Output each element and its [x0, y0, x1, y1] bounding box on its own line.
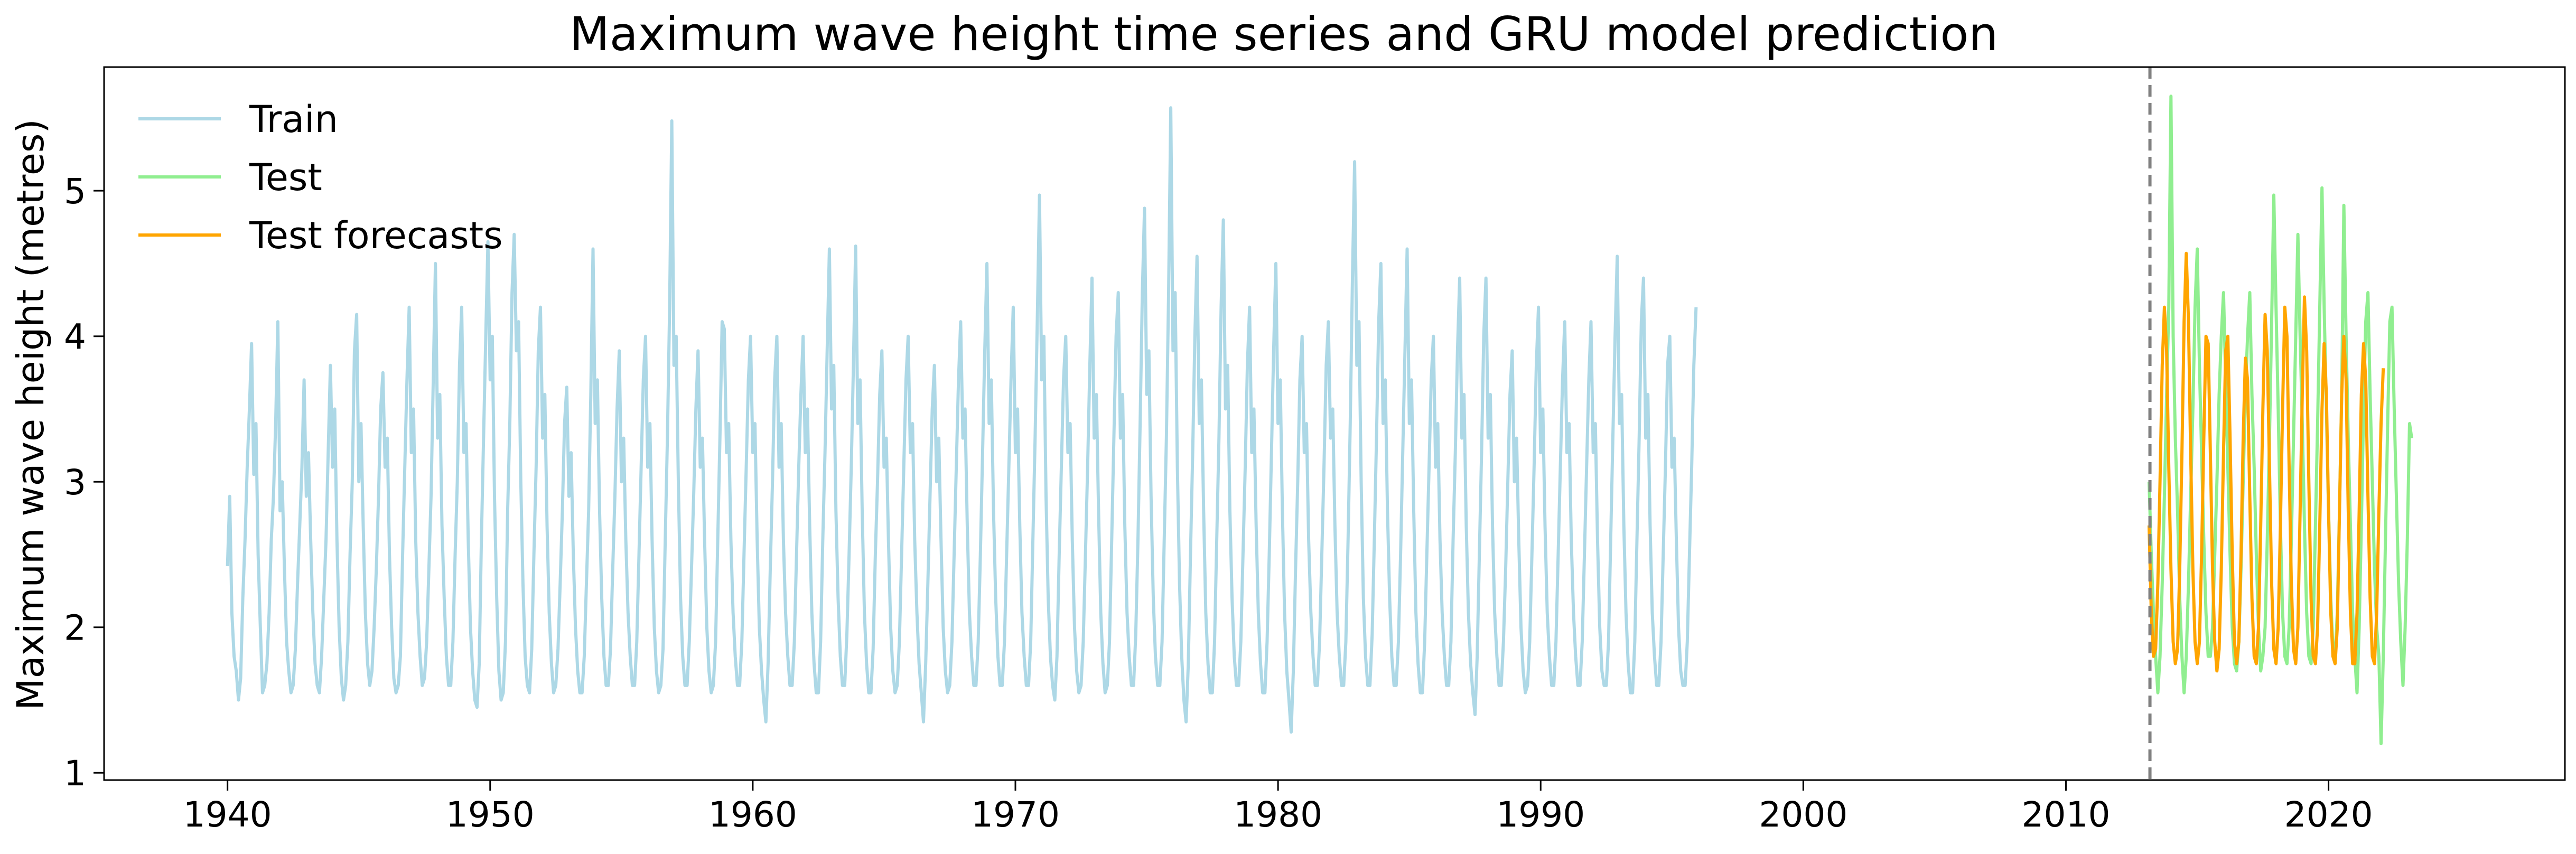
y-tick-label: 3	[64, 462, 86, 503]
series-line-test-forecasts	[2147, 251, 2385, 673]
series-line-train	[226, 106, 1698, 734]
x-tick-label: 1990	[1496, 794, 1585, 835]
x-tick-label: 1960	[708, 794, 797, 835]
y-tick-label: 1	[64, 753, 86, 794]
x-tick-label: 2010	[2021, 794, 2110, 835]
legend: Train Test Test forecasts	[138, 98, 503, 257]
x-tick-label: 1950	[446, 794, 535, 835]
y-axis-title: Maximum wave height (metres)	[9, 119, 52, 710]
axes: 1940 1950 1960 1970 1980 1990 2000 2010 2020 1 2 3 4…	[64, 171, 2373, 835]
legend-label-test-forecasts: Test forecasts	[249, 214, 503, 257]
x-tick-label: 1980	[1234, 794, 1322, 835]
y-tick-label: 5	[64, 171, 86, 212]
chart-title: Maximum wave height time series and GRU …	[570, 7, 1998, 61]
y-tick-label: 4	[64, 317, 86, 358]
y-tick-label: 2	[64, 608, 86, 649]
x-tick-label: 2020	[2284, 794, 2373, 835]
plot-area	[226, 67, 2413, 780]
legend-label-test: Test	[249, 156, 322, 199]
x-tick-label: 2000	[1759, 794, 1847, 835]
legend-label-train: Train	[249, 98, 338, 141]
x-tick-label: 1970	[971, 794, 1060, 835]
x-tick-label: 1940	[183, 794, 272, 835]
plot-frame	[103, 66, 2566, 781]
